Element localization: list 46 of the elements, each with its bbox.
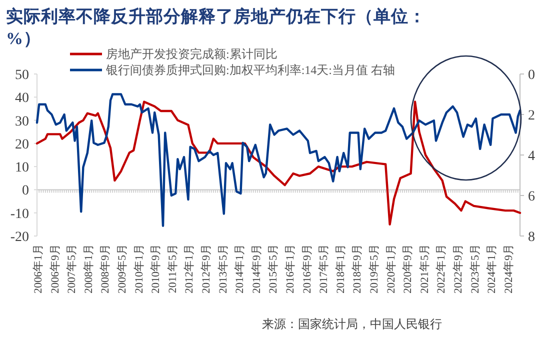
x-tick-label: 2007年5月: [66, 244, 78, 294]
x-tick-label: 2008年1月: [82, 244, 95, 294]
x-tick-label: 2017年5月: [318, 244, 330, 294]
x-tick-label: 2022年1月: [436, 244, 448, 294]
y-tick-label: -10: [10, 206, 29, 222]
y-tick-label: 30: [15, 114, 29, 130]
y-tick-label: 0: [22, 184, 29, 199]
x-tick-label: 2010年1月: [133, 244, 146, 294]
x-tick-label: 2020年1月: [385, 244, 398, 294]
x-tick-label: 2024年1月: [486, 244, 498, 294]
x-tick-label: 2012年1月: [184, 244, 196, 294]
x-tick-label: 2014年9月: [250, 244, 263, 294]
x-tick-label: 2008年9月: [100, 244, 112, 294]
x-tick-label: 2024年9月: [502, 244, 515, 294]
y2-tick-label: 2: [528, 108, 535, 124]
x-tick-label: 2016年9月: [301, 244, 314, 294]
x-tick-label: 2011年5月: [166, 244, 179, 294]
x-tick-label: 2022年9月: [452, 244, 464, 294]
y-tick-label: 20: [15, 137, 29, 152]
legend-label: 房地产开发投资完成额:累计同比: [106, 47, 278, 61]
x-tick-label: 2006年1月: [32, 244, 44, 294]
x-tick-label: 2019年5月: [368, 244, 380, 294]
x-tick-label: 2014年1月: [234, 244, 246, 294]
y2-tick-label: 8: [528, 230, 535, 245]
x-tick-label: 2020年9月: [402, 244, 414, 294]
legend-label: 银行间债券质押式回购:加权平均利率:14天:当月值 右轴: [105, 63, 396, 77]
y2-tick-label: 0: [528, 68, 535, 83]
y-tick-label: 40: [15, 91, 29, 106]
x-tick-label: 2009年5月: [116, 244, 128, 294]
source-note: 来源：国家统计局，中国人民银行: [262, 317, 442, 331]
y2-tick-label: 4: [528, 149, 535, 164]
x-tick-label: 2023年5月: [469, 244, 482, 294]
y-tick-label: 50: [15, 68, 29, 83]
x-tick-label: 2015年5月: [268, 244, 280, 294]
chart-title: 实际利率不降反升部分解释了房地产仍在下行（单位：%）: [6, 7, 426, 48]
x-tick-label: 2018年9月: [352, 244, 364, 294]
x-tick-label: 2010年9月: [150, 244, 162, 294]
x-tick-label: 2016年1月: [284, 244, 296, 294]
y2-tick-label: 6: [528, 190, 535, 204]
y-tick-label: 10: [15, 160, 29, 176]
y-tick-label: -20: [10, 230, 29, 245]
x-tick-label: 2021年5月: [418, 244, 431, 294]
x-tick-label: 2012年9月: [200, 244, 212, 294]
x-tick-label: 2013年5月: [217, 244, 230, 294]
x-tick-label: 2018年1月: [334, 244, 347, 294]
x-tick-label: 2006年9月: [49, 244, 62, 294]
